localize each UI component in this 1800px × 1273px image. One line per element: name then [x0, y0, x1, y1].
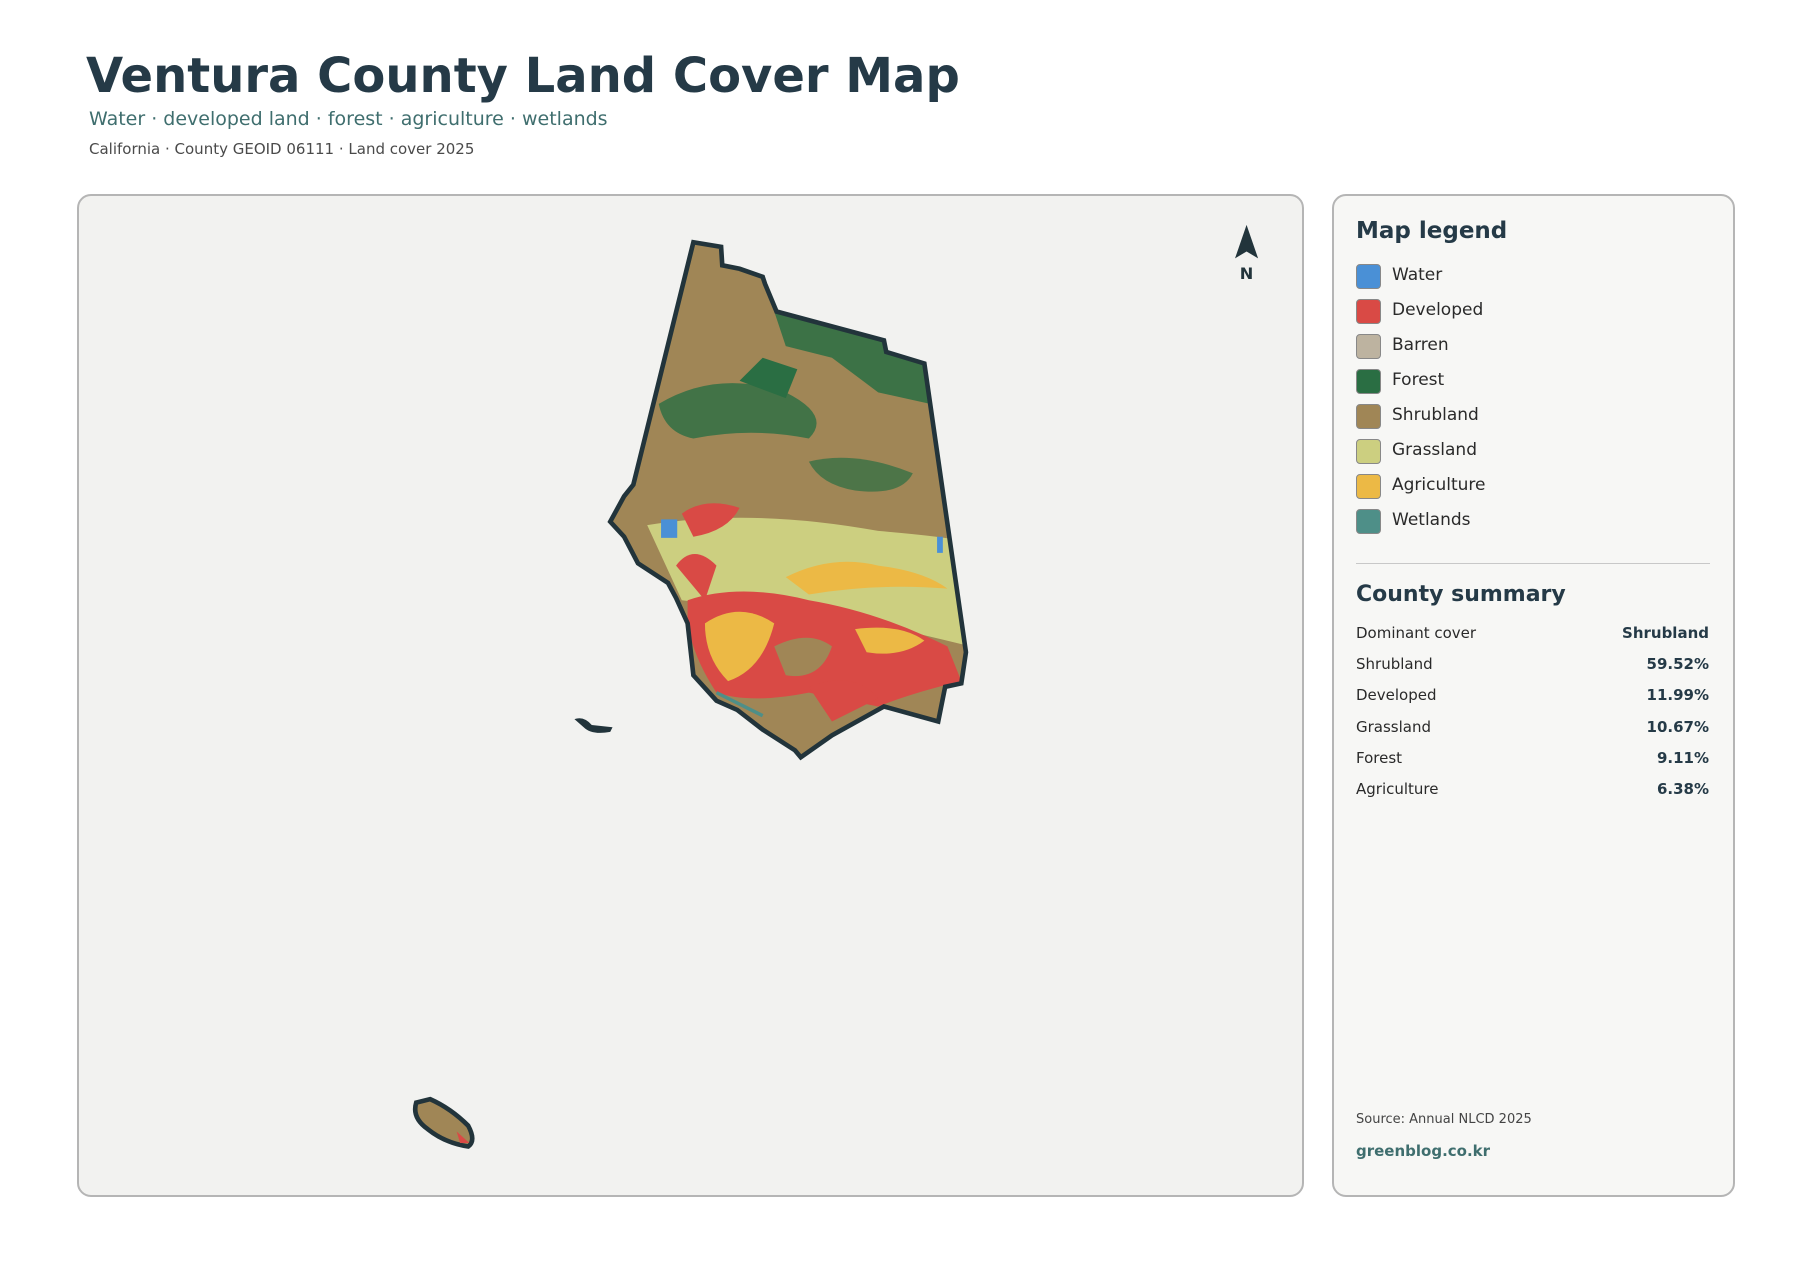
summary-label: Shrubland: [1356, 655, 1433, 674]
legend-swatch: [1356, 264, 1381, 289]
summary-label: Forest: [1356, 748, 1403, 767]
legend-label: Grassland: [1392, 440, 1477, 460]
north-arrow: [1235, 224, 1259, 259]
summary-row: Agriculture 6.38%: [1356, 780, 1709, 800]
summary-value: Shrubland: [1622, 624, 1709, 642]
summary-row: Grassland 10.67%: [1356, 718, 1709, 738]
legend-swatch: [1356, 474, 1381, 499]
summary-label: Dominant cover: [1356, 624, 1477, 642]
summary-row: Developed 11.99%: [1356, 686, 1709, 706]
legend-label: Shrubland: [1392, 405, 1479, 425]
legend-label: Barren: [1392, 335, 1449, 355]
summary-row: Forest 9.11%: [1356, 749, 1709, 769]
title: Ventura County Land Cover Map: [86, 48, 960, 104]
legend-swatch: [1356, 334, 1381, 359]
source: Source: Annual NLCD 2025: [1356, 1112, 1532, 1127]
legend-panel: Map legend Water Developed Barren Forest Shr…: [1332, 194, 1735, 1197]
legend-label: Agriculture: [1392, 475, 1486, 495]
map: N: [412, 224, 1259, 1149]
summary-value: 6.38%: [1656, 780, 1709, 798]
legend-title: Map legend: [1356, 218, 1508, 244]
legend-swatch: [1356, 509, 1381, 534]
divider: [1356, 563, 1710, 564]
summary-label: Grassland: [1356, 717, 1431, 736]
summary-value: 59.52%: [1646, 655, 1709, 674]
map-panel: N: [77, 194, 1304, 1197]
subtitle: Water · developed land · forest · agricu…: [89, 108, 608, 130]
legend-label: Water: [1392, 265, 1443, 285]
summary-title: County summary: [1356, 582, 1566, 607]
summary-label: Developed: [1356, 686, 1437, 705]
legend-label: Forest: [1392, 370, 1445, 390]
site: greenblog.co.kr: [1356, 1142, 1491, 1160]
summary-row: Dominant cover Shrubland: [1356, 624, 1709, 644]
summary-value: 11.99%: [1646, 686, 1709, 705]
meta: California · County GEOID 06111 · Land c…: [89, 140, 475, 158]
north-label: N: [1240, 264, 1254, 283]
legend-label: Developed: [1392, 300, 1484, 320]
summary-value: 10.67%: [1646, 717, 1709, 736]
legend-swatch: [1356, 299, 1381, 324]
summary-value: 9.11%: [1656, 748, 1709, 767]
legend-label: Wetlands: [1392, 510, 1471, 530]
legend-swatch: [1356, 369, 1381, 394]
legend-swatch: [1356, 439, 1381, 464]
summary-row: Shrubland 59.52%: [1356, 655, 1709, 675]
summary-label: Agriculture: [1356, 780, 1439, 798]
legend-swatch: [1356, 404, 1381, 429]
